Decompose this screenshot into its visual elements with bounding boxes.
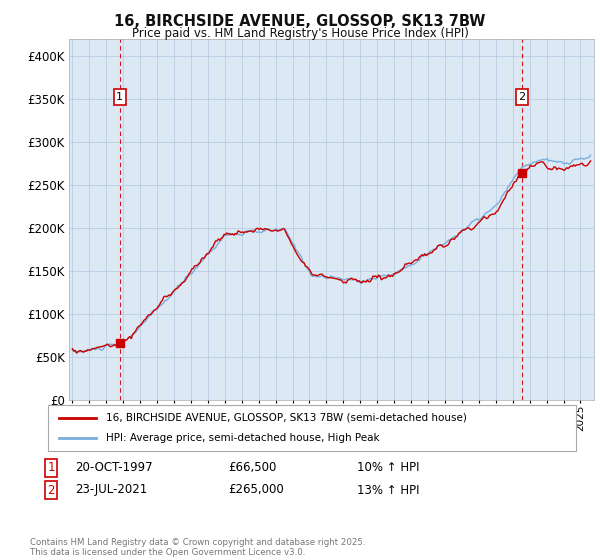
Text: HPI: Average price, semi-detached house, High Peak: HPI: Average price, semi-detached house,… (106, 433, 380, 443)
Text: 2: 2 (518, 92, 526, 102)
Text: 1: 1 (116, 92, 124, 102)
Text: £66,500: £66,500 (228, 461, 277, 474)
Text: Contains HM Land Registry data © Crown copyright and database right 2025.
This d: Contains HM Land Registry data © Crown c… (30, 538, 365, 557)
Text: 16, BIRCHSIDE AVENUE, GLOSSOP, SK13 7BW (semi-detached house): 16, BIRCHSIDE AVENUE, GLOSSOP, SK13 7BW … (106, 413, 467, 423)
Text: £265,000: £265,000 (228, 483, 284, 497)
Text: 1: 1 (47, 461, 55, 474)
Text: 20-OCT-1997: 20-OCT-1997 (75, 461, 152, 474)
Text: 13% ↑ HPI: 13% ↑ HPI (357, 483, 419, 497)
Text: Price paid vs. HM Land Registry's House Price Index (HPI): Price paid vs. HM Land Registry's House … (131, 27, 469, 40)
Text: 16, BIRCHSIDE AVENUE, GLOSSOP, SK13 7BW: 16, BIRCHSIDE AVENUE, GLOSSOP, SK13 7BW (115, 14, 485, 29)
Text: 10% ↑ HPI: 10% ↑ HPI (357, 461, 419, 474)
Text: 23-JUL-2021: 23-JUL-2021 (75, 483, 147, 497)
Text: 2: 2 (47, 483, 55, 497)
